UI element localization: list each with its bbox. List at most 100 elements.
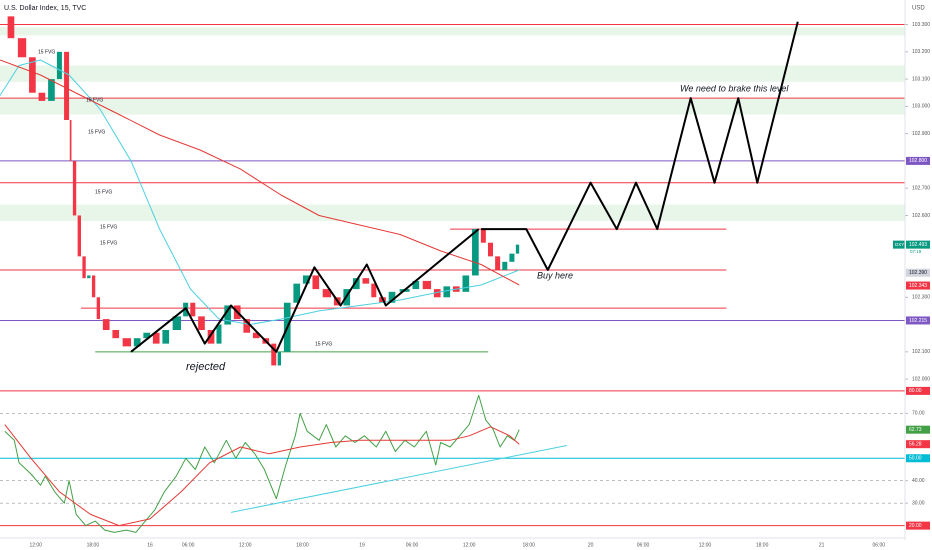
level-label-box [906, 521, 930, 530]
price-label-box [906, 281, 930, 290]
y-tick-label: 103.200 [912, 49, 930, 55]
candle [495, 256, 501, 270]
candle [480, 229, 486, 243]
annotation: We need to brake this level [680, 83, 789, 93]
candle [96, 297, 101, 320]
x-tick-label: 21 [819, 542, 825, 548]
candle [352, 278, 360, 290]
y-tick-label: 103.100 [912, 76, 930, 82]
candle [502, 261, 508, 270]
candle [7, 16, 15, 39]
candle [243, 319, 251, 333]
x-tick-label: 12:00 [699, 542, 712, 548]
candle [252, 332, 260, 339]
candle [433, 289, 441, 298]
price-label: 102.343 [909, 283, 927, 289]
candle [56, 51, 62, 80]
line [481, 21, 799, 271]
x-tick-label: 16 [147, 542, 153, 548]
candle [82, 256, 86, 279]
price-label-box [906, 156, 930, 165]
y-tick-label: 102.700 [912, 186, 930, 192]
candle [122, 338, 131, 347]
candle [162, 330, 170, 344]
candle [443, 286, 451, 298]
candle [362, 278, 370, 284]
candle [198, 316, 205, 330]
candle [207, 330, 215, 344]
x-tick-label: 18:00 [296, 542, 309, 548]
x-tick-label: 12:00 [29, 542, 42, 548]
x-tick-label: 06:00 [873, 542, 886, 548]
candle [322, 289, 332, 298]
candle [388, 291, 396, 303]
y-tick-label: 103.000 [912, 104, 930, 110]
x-tick-label: 20 [588, 542, 594, 548]
x-tick-label: 06:00 [406, 542, 419, 548]
level-label-box [906, 454, 930, 463]
candle [87, 275, 91, 279]
annotation: rejected [186, 361, 226, 373]
countdown: 07:19 [910, 249, 922, 254]
price-label: 102.215 [909, 318, 927, 324]
price-label-box [906, 425, 930, 434]
candle [371, 283, 377, 298]
fvg-zone [0, 98, 905, 115]
candle [293, 283, 301, 303]
candle [17, 38, 27, 58]
line [4, 394, 520, 533]
y-tick-label: 30.00 [912, 501, 925, 507]
y-tick-label: 103.300 [912, 22, 930, 28]
line [230, 445, 567, 513]
candle [277, 351, 282, 366]
x-tick-label: 19 [359, 542, 365, 548]
price-label-box [906, 316, 930, 325]
y-tick-label: 102.100 [912, 349, 930, 355]
fvg-zone [0, 204, 905, 221]
x-tick-label: 06:00 [182, 542, 195, 548]
annotation: 15 FVG [315, 341, 332, 347]
candle [77, 215, 81, 257]
candle [462, 275, 470, 292]
x-tick-label: 18:00 [87, 542, 100, 548]
fvg-zone [0, 27, 905, 36]
candle [216, 324, 222, 344]
price-label: 102.390 [909, 270, 927, 276]
y-tick-label: 40.00 [912, 478, 925, 484]
level-label: 20.00 [909, 523, 922, 529]
x-tick-label: 18:00 [522, 542, 535, 548]
price-label: 102.800 [909, 158, 927, 164]
y-axis-label: USD [912, 6, 925, 12]
annotation: 15 FVG [95, 189, 112, 195]
candle [112, 330, 120, 339]
level-label: 80.00 [909, 388, 922, 394]
candle [472, 229, 479, 276]
price-label-box [906, 440, 930, 449]
y-tick-label: 70.00 [912, 411, 925, 417]
candle [102, 319, 110, 330]
candle [509, 253, 515, 262]
annotation: 15 FVG [38, 49, 55, 55]
candle [271, 343, 277, 366]
candle [29, 57, 36, 93]
candle [69, 120, 72, 161]
price-label-box [906, 240, 930, 249]
y-tick-label: 102.900 [912, 131, 930, 137]
chart-title: U.S. Dollar Index, 15, TVC [4, 5, 86, 12]
annotation: 15 FVG [100, 240, 117, 246]
price-label: 62.73 [909, 427, 922, 433]
level-label: 50.00 [909, 456, 922, 462]
line [0, 59, 520, 286]
candle [515, 244, 520, 254]
price-label: 102.493 [909, 242, 927, 248]
y-tick-label: 102.000 [912, 376, 930, 382]
candle [133, 338, 141, 347]
line [0, 59, 520, 325]
x-tick-label: 12:00 [463, 542, 476, 548]
candle [64, 51, 70, 121]
price-label: 56.28 [909, 441, 922, 447]
candle [302, 275, 310, 284]
plot-layer: 103.300 103.200 103.100 103.000 102.900 102.7… [0, 16, 930, 548]
